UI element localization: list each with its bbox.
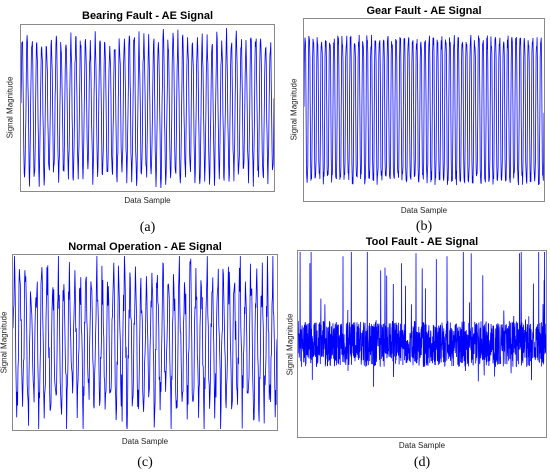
chart-title-a: Bearing Fault - AE Signal [82, 10, 213, 22]
signal-series-line [304, 34, 544, 186]
signal-series-line [13, 255, 277, 430]
signal-line-c [13, 255, 277, 430]
x-axis-label-a: Data Sample [124, 196, 171, 205]
panel-label-a: (a) [139, 220, 156, 235]
y-axis-label-b: Signal Magnitude [289, 78, 299, 141]
panel-label-d: (d) [413, 455, 431, 470]
x-axis-label-b: Data Sample [400, 206, 448, 215]
chart-title-d: Tool Fault - AE Signal [365, 236, 479, 248]
signal-line-b [304, 34, 544, 186]
signal-line-d [298, 251, 546, 387]
x-axis-label-c: Data Sample [121, 437, 169, 446]
x-axis-label-d: Data Sample [398, 441, 446, 450]
y-axis-label-d: Signal Magnitude [285, 313, 295, 376]
y-axis-label-c: Signal Magnitude [0, 311, 9, 374]
signal-series-line [21, 27, 274, 189]
panel-label-c: (c) [137, 455, 153, 470]
y-axis-label-a: Signal Magnitude [5, 76, 15, 139]
signal-line-a [21, 27, 274, 189]
chart-title-c: Normal Operation - AE Signal [68, 241, 222, 253]
chart-title-b: Gear Fault - AE Signal [366, 5, 482, 17]
panel-label-b: (b) [415, 219, 433, 234]
signal-series-line [298, 251, 546, 387]
